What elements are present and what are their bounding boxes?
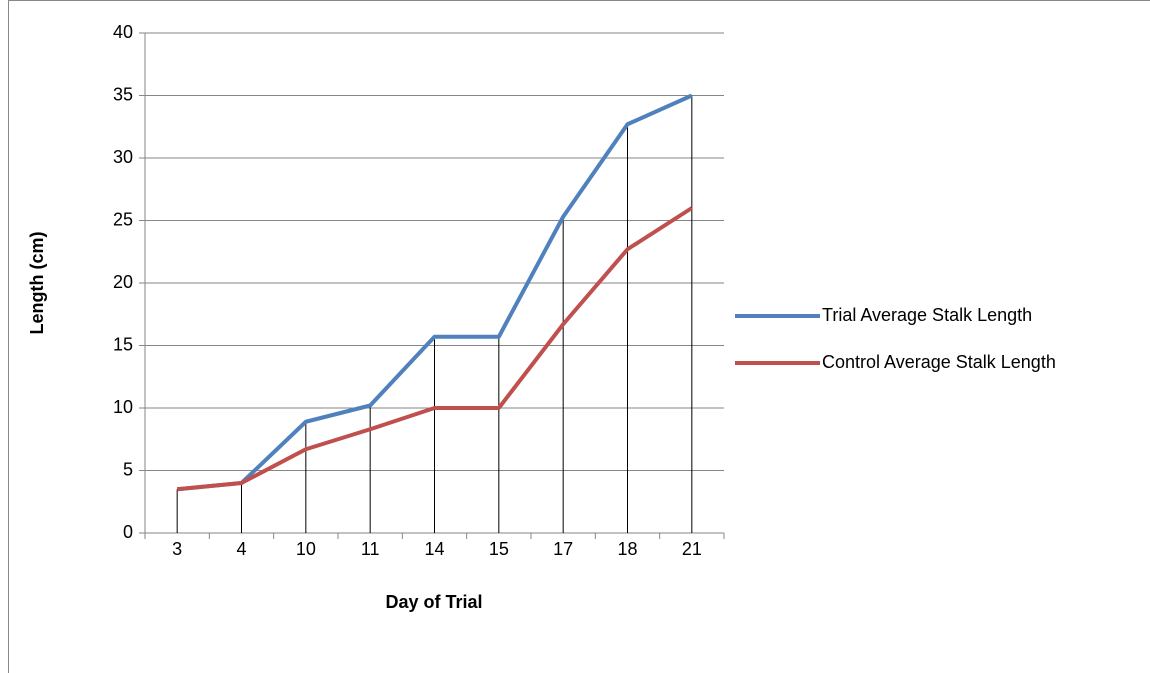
x-tick-label: 15 <box>489 539 509 559</box>
x-tick-label: 21 <box>682 539 702 559</box>
y-tick-label: 0 <box>123 522 133 542</box>
y-tick-label: 40 <box>113 22 133 42</box>
x-tick-label: 11 <box>361 539 380 559</box>
y-tick-label: 20 <box>113 272 133 292</box>
x-tick-label: 4 <box>236 539 246 559</box>
x-tick-label: 17 <box>553 539 573 559</box>
x-tick-label: 3 <box>172 539 182 559</box>
legend-label: Control Average Stalk Length <box>822 352 1056 372</box>
series-line <box>176 93 693 492</box>
y-tick-label: 25 <box>113 209 133 229</box>
x-tick-label: 10 <box>296 539 316 559</box>
x-axis-title: Day of Trial <box>385 592 482 612</box>
y-tick-label: 15 <box>113 334 133 354</box>
series-line <box>176 206 693 492</box>
y-tick-label: 30 <box>113 147 133 167</box>
y-tick-label: 5 <box>123 459 133 479</box>
x-tick-label: 14 <box>424 539 444 559</box>
x-tick-label: 18 <box>617 539 637 559</box>
y-axis-title: Length (cm) <box>27 232 47 335</box>
y-tick-label: 10 <box>113 397 133 417</box>
y-tick-label: 35 <box>113 84 133 104</box>
legend-label: Trial Average Stalk Length <box>822 305 1032 325</box>
